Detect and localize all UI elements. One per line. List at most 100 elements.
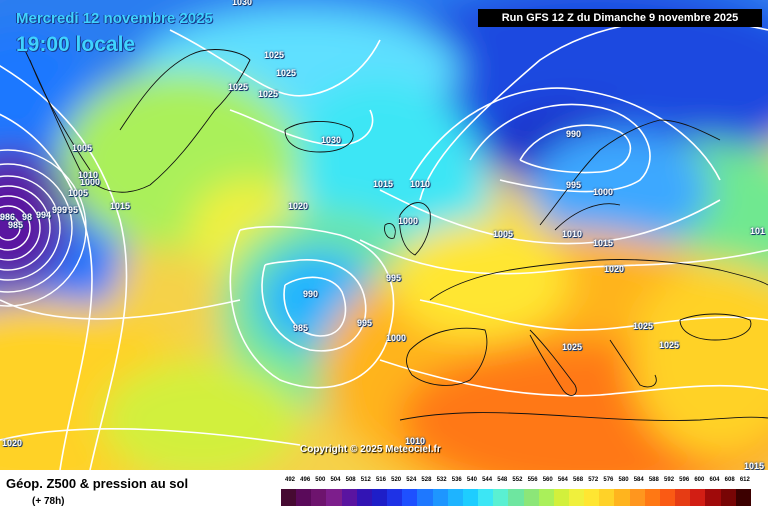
legend-footer: Géop. Z500 & pression au sol (+ 78h) 492… — [0, 470, 768, 512]
isobar-label: 995 — [357, 318, 373, 328]
z500-color-field — [0, 0, 768, 470]
legend-swatch — [523, 489, 539, 506]
legend-swatch — [387, 489, 403, 506]
legend-tick-labels: 492 496 500 504 508 512 516 520 524 528 532 536 540 5… — [281, 477, 751, 487]
legend-tick: 592 — [664, 477, 675, 483]
legend-tick: 504 — [330, 477, 341, 483]
isobar-label: 1010 — [405, 436, 426, 446]
isobar-label: 98 — [22, 212, 33, 222]
coastlines — [19, 39, 768, 421]
isobar-label: 985 — [8, 220, 24, 230]
isobar-label: 1020 — [604, 264, 625, 274]
isobar-label: 994 — [36, 210, 52, 220]
legend-tick: 572 — [588, 477, 599, 483]
legend-swatch — [614, 489, 630, 506]
legend-tick: 560 — [542, 477, 553, 483]
isobar-label: 1000 — [80, 177, 101, 187]
legend-swatch — [447, 489, 463, 506]
isobar-label: 985 — [293, 323, 309, 333]
isobar-label: 1010 — [562, 229, 583, 239]
legend-tick: 584 — [633, 477, 644, 483]
isobar-label: 995 — [386, 273, 402, 283]
legend-tick: 604 — [709, 477, 720, 483]
isobar-label: 1030 — [232, 0, 253, 7]
legend-swatch — [281, 489, 297, 506]
legend-swatch — [599, 489, 615, 506]
legend-tick: 540 — [466, 477, 477, 483]
chart-title: Géop. Z500 & pression au sol — [6, 476, 189, 491]
legend-tick: 576 — [603, 477, 614, 483]
isobar-label: 1025 — [258, 89, 279, 99]
isobar-label: 1015 — [373, 179, 394, 189]
isobar-label: 990 — [303, 289, 319, 299]
legend-tick: 568 — [573, 477, 584, 483]
legend-tick: 588 — [648, 477, 659, 483]
legend-swatch — [690, 489, 706, 506]
isobar-lines — [0, 19, 768, 470]
forecast-local-time: 19:00 locale — [16, 33, 136, 56]
legend-tick: 496 — [300, 477, 311, 483]
legend-swatch — [402, 489, 418, 506]
isobar-label: 1025 — [562, 342, 583, 352]
legend-tick: 528 — [421, 477, 432, 483]
legend-swatch — [356, 489, 372, 506]
isobar-label: 1025 — [633, 321, 654, 331]
deep-low-isobars — [0, 149, 87, 307]
legend-tick: 500 — [315, 477, 326, 483]
isobar-label: 1025 — [659, 340, 680, 350]
legend-swatch — [326, 489, 342, 506]
legend-swatch — [462, 489, 479, 506]
forecast-date: Mercredi 12 novembre 2025 — [16, 10, 213, 27]
isobar-label: 1025 — [276, 68, 297, 78]
legend-swatch — [296, 489, 312, 506]
isobar-label: 1005 — [493, 229, 514, 239]
forecast-lead-time: (+ 78h) — [32, 496, 65, 507]
legend-tick: 612 — [739, 477, 750, 483]
isobar-label: 1010 — [78, 170, 99, 180]
legend-swatch — [553, 489, 569, 506]
isobar-label: 1020 — [288, 201, 309, 211]
isobar-label: 995 — [63, 205, 79, 215]
legend-tick: 580 — [618, 477, 629, 483]
isobar-label: 1015 — [593, 238, 614, 248]
legend-swatch — [341, 489, 357, 506]
isobar-label: 1010 — [410, 179, 431, 189]
isobar-label: 1000 — [593, 187, 614, 197]
legend-tick: 608 — [724, 477, 735, 483]
legend-tick: 532 — [436, 477, 447, 483]
legend-tick: 520 — [391, 477, 402, 483]
copyright-notice: Copyright © 2025 Meteociel.fr — [300, 444, 441, 455]
legend-swatch — [371, 489, 388, 506]
isobar-label: 1015 — [110, 201, 131, 211]
legend-tick: 552 — [512, 477, 523, 483]
isobar-label: 1015 — [744, 461, 765, 470]
isobar-label: 1030 — [321, 135, 342, 145]
isobar-label: 1005 — [72, 143, 93, 153]
isobar-label: 990 — [566, 129, 582, 139]
isobar-label: 1000 — [386, 333, 407, 343]
legend-swatch — [568, 489, 585, 506]
legend-swatch — [584, 489, 600, 506]
legend-swatch — [644, 489, 660, 506]
isobar-label: 999 — [52, 205, 68, 215]
legend-swatch — [311, 489, 327, 506]
legend-tick: 516 — [375, 477, 386, 483]
legend-swatch — [705, 489, 721, 506]
legend-swatch — [659, 489, 676, 506]
legend-swatch — [675, 489, 691, 506]
legend-swatch — [432, 489, 448, 506]
legend-tick: 556 — [527, 477, 538, 483]
isobar-label: 1005 — [68, 188, 89, 198]
legend-tick: 492 — [284, 477, 295, 483]
legend-swatch — [720, 489, 736, 506]
isobar-label: 986 — [0, 212, 16, 222]
legend-tick: 508 — [345, 477, 356, 483]
isobar-label: 995 — [566, 180, 582, 190]
legend-tick: 596 — [679, 477, 690, 483]
legend-swatch — [629, 489, 645, 506]
legend-tick: 524 — [406, 477, 417, 483]
legend-tick: 536 — [451, 477, 462, 483]
legend-swatch — [735, 489, 751, 506]
isobar-label: 1025 — [228, 82, 249, 92]
legend-swatch — [508, 489, 524, 506]
